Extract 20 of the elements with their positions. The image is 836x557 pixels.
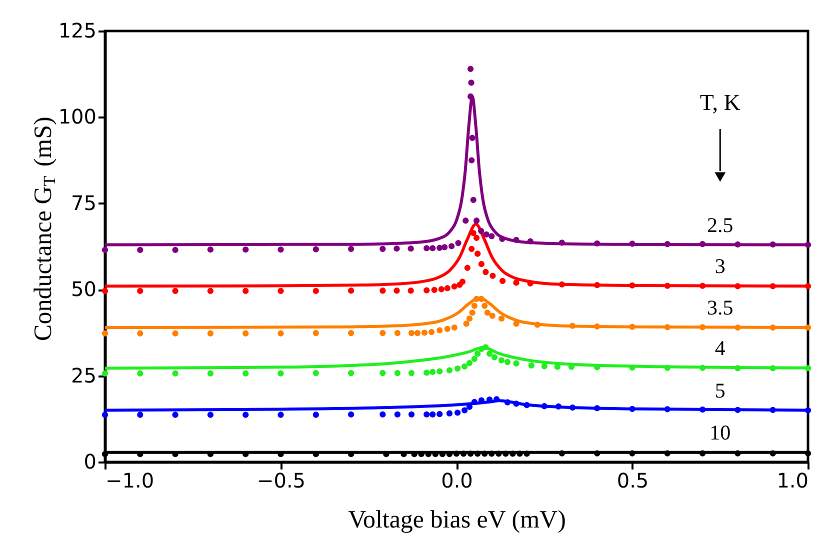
- y-axis-title: Conductance GT (mS): [30, 116, 59, 341]
- y-tick-label: 25: [71, 363, 96, 388]
- x-tick-label: −0.5: [256, 468, 306, 492]
- y-tick-label: 125: [58, 18, 96, 42]
- y-tick-label: 75: [71, 190, 96, 215]
- series-label: 10: [710, 420, 731, 444]
- legend-title: T, K: [700, 90, 741, 115]
- x-axis-title: Voltage bias eV (mV): [348, 506, 566, 534]
- series-label: 3.5: [707, 296, 734, 320]
- series-label: 2.5: [707, 212, 734, 237]
- series-label: 3: [714, 254, 726, 278]
- x-tick-label: 0.5: [616, 468, 649, 492]
- y-tick-label: 100: [58, 104, 96, 129]
- series-label: 4: [714, 336, 726, 360]
- y-tick-label: 0: [84, 450, 96, 474]
- x-tick-label: 0.0: [441, 468, 473, 492]
- x-tick-label: −1.0: [106, 468, 154, 492]
- series-label: 5: [714, 378, 726, 402]
- x-tick-label: 1.0: [776, 468, 808, 492]
- y-tick-label: 50: [71, 277, 96, 302]
